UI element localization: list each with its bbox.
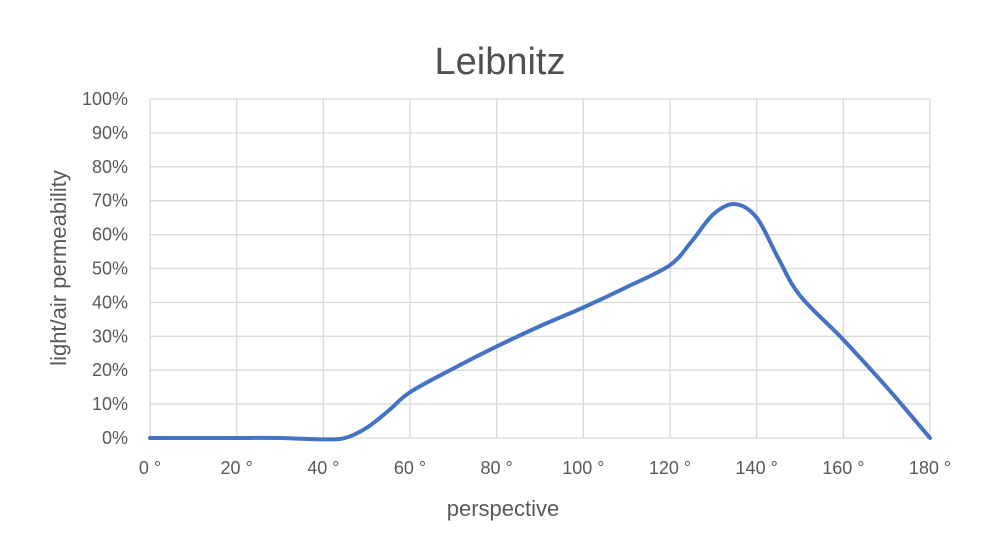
y-tick-label: 90%	[92, 123, 128, 143]
y-tick-label: 0%	[102, 428, 128, 448]
y-tick-label: 30%	[92, 326, 128, 346]
x-tick-label: 0 °	[139, 458, 161, 478]
x-axis-title: perspective	[447, 496, 560, 521]
y-tick-label: 20%	[92, 360, 128, 380]
y-tick-label: 50%	[92, 259, 128, 279]
chart-title: Leibnitz	[435, 41, 566, 83]
x-tick-label: 60 °	[394, 458, 426, 478]
x-tick-label: 120 °	[649, 458, 691, 478]
x-tick-label: 40 °	[307, 458, 339, 478]
y-axis-title: light/air permeability	[46, 170, 71, 366]
x-tick-label: 20 °	[221, 458, 253, 478]
x-tick-label: 100 °	[562, 458, 604, 478]
x-tick-label: 180 °	[909, 458, 951, 478]
y-tick-label: 80%	[92, 157, 128, 177]
series-line	[148, 202, 932, 442]
y-tick-label: 70%	[92, 191, 128, 211]
y-tick-label: 40%	[92, 292, 128, 312]
y-tick-label: 10%	[92, 394, 128, 414]
series-layer	[148, 202, 932, 442]
x-tick-label: 140 °	[736, 458, 778, 478]
grid	[149, 98, 931, 439]
y-tick-label: 60%	[92, 225, 128, 245]
x-tick-label: 160 °	[822, 458, 864, 478]
y-tick-label: 100%	[82, 89, 128, 109]
y-axis-ticks: 0% 10% 20% 30% 40% 50% 60% 70% 80% 90% 100%	[82, 89, 128, 448]
x-tick-label: 80 °	[481, 458, 513, 478]
x-axis-ticks: 0 ° 20 ° 40 ° 60 ° 80 ° 100 ° 120 ° 140 ° 160 ° 1…	[139, 458, 951, 478]
